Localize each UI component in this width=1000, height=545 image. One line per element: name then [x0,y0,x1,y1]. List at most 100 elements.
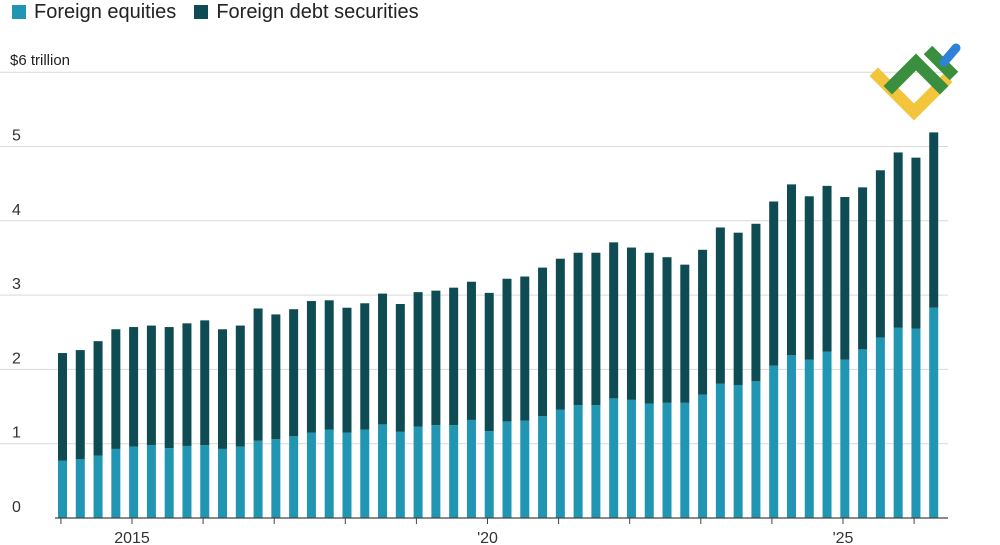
bar-foreign-debt-securities [289,309,299,437]
bar-foreign-equities [253,440,263,518]
bar-foreign-debt-securities [75,350,85,460]
bar-foreign-debt-securities [520,276,530,421]
x-tick-label: 2015 [114,530,150,545]
bar-foreign-debt-securities [698,249,708,395]
bar-foreign-equities [484,431,494,518]
bar-foreign-equities [769,365,779,518]
bar-foreign-debt-securities [93,341,103,456]
bar-foreign-debt-securities [555,258,565,410]
bar-foreign-equities [875,337,885,518]
bar-foreign-equities [733,385,743,518]
bar-foreign-equities [786,355,796,518]
bar-foreign-debt-securities [502,278,512,422]
y-tick-label: 1 [12,425,21,442]
bar-foreign-debt-securities [146,325,156,446]
bar-foreign-equities [271,439,281,518]
bar-foreign-equities [111,448,121,518]
bar-foreign-equities [395,431,405,518]
bar-foreign-debt-securities [786,184,796,356]
legend-swatch-foreign-equities [12,5,26,19]
bar-foreign-equities [466,419,476,518]
bar-foreign-equities [218,448,228,518]
bar-foreign-equities [378,424,388,518]
bar-foreign-debt-securities [378,293,388,425]
bar-foreign-debt-securities [413,292,423,427]
bar-foreign-equities [200,445,210,518]
bar-foreign-equities [360,429,370,518]
bar-foreign-equities [573,405,583,518]
bar-foreign-debt-securities [893,152,903,328]
bar-foreign-debt-securities [840,197,850,360]
bar-foreign-equities [662,402,672,518]
y-tick-label: 4 [12,202,21,219]
legend-item-foreign-equities[interactable]: Foreign equities [12,1,176,24]
bar-foreign-equities [182,445,192,518]
bar-foreign-equities [413,426,423,518]
bar-foreign-equities [342,432,352,518]
y-tick-label: 5 [12,128,21,145]
bar-foreign-debt-securities [875,170,885,338]
bar-foreign-debt-securities [858,187,868,350]
x-tick-label: '25 [833,530,854,545]
bar-foreign-equities [893,327,903,518]
bar-foreign-equities [306,432,316,518]
legend-label-foreign-equities: Foreign equities [34,0,177,23]
bar-foreign-debt-securities [235,325,245,447]
bar-foreign-equities [75,459,85,518]
y-tick-label: 3 [12,276,21,293]
bar-foreign-debt-securities [253,308,263,441]
bar-foreign-debt-securities [591,252,601,406]
bar-foreign-debt-securities [715,227,725,384]
y-tick-label: 0 [12,499,21,516]
bar-foreign-debt-securities [929,132,939,308]
bar-foreign-debt-securities [360,303,370,430]
bar-foreign-equities [93,455,103,518]
bar-foreign-debt-securities [218,329,228,449]
bar-foreign-debt-securities [324,300,334,430]
bar-foreign-equities [502,421,512,518]
brand-logo-icon [870,43,961,121]
bar-foreign-equities [698,394,708,518]
y-axis-unit-label: $6 trillion [10,52,71,69]
bar-foreign-equities [324,429,334,518]
bar-foreign-debt-securities [804,196,814,360]
legend: Foreign equities Foreign debt securities [12,0,419,24]
bar-foreign-debt-securities [609,242,619,399]
y-tick-label: 2 [12,350,21,367]
bar-foreign-equities [235,446,245,518]
bar-foreign-equities [555,409,565,518]
legend-item-foreign-debt[interactable]: Foreign debt securities [194,0,419,24]
legend-label-foreign-debt: Foreign debt securities [216,0,419,23]
bar-foreign-equities [911,328,921,518]
bar-foreign-equities [129,446,139,518]
bar-foreign-equities [626,399,636,518]
bar-foreign-equities [929,307,939,518]
bar-foreign-debt-securities [911,157,921,329]
bar-foreign-equities [431,425,441,518]
bar-foreign-equities [449,425,459,518]
bar-foreign-equities [644,403,654,518]
bar-foreign-equities [858,349,868,518]
bar-foreign-equities [680,402,690,518]
bar-foreign-debt-securities [573,252,583,406]
bar-foreign-debt-securities [644,252,654,404]
bar-foreign-debt-securities [769,201,779,366]
bar-foreign-equities [840,359,850,518]
bar-foreign-equities [822,351,832,518]
legend-swatch-foreign-debt [194,5,209,19]
bar-foreign-debt-securities [58,353,67,461]
bar-foreign-equities [520,420,530,518]
x-tick-label: '20 [477,530,498,545]
bar-foreign-debt-securities [626,247,636,400]
bar-foreign-equities [751,381,761,518]
bar-foreign-debt-securities [431,290,441,426]
bar-foreign-equities [538,416,548,518]
bar-foreign-debt-securities [306,301,316,433]
bar-foreign-equities [804,359,814,518]
bar-foreign-debt-securities [466,281,476,420]
bar-foreign-debt-securities [129,327,139,447]
bar-foreign-debt-securities [111,329,121,449]
bar-foreign-debt-securities [449,287,459,426]
bar-foreign-debt-securities [342,307,352,433]
